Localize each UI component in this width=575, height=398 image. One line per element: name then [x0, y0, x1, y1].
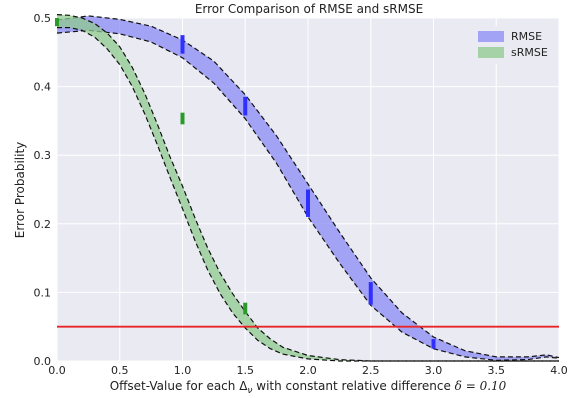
y-tick-label: 0.2 — [34, 218, 52, 231]
legend: RMSE sRMSE — [473, 26, 551, 64]
chart-title: Error Comparison of RMSE and sRMSE — [195, 2, 423, 16]
x-tick-label: 3.5 — [488, 364, 506, 377]
y-tick-label: 0.5 — [34, 12, 52, 25]
lower-bound-rmse — [56, 29, 560, 361]
x-axis-label-rest: with constant relative difference — [252, 379, 454, 393]
series-layer — [56, 14, 560, 362]
legend-label-rmse: RMSE — [511, 30, 542, 43]
x-axis-label-math: δ = 0.10 — [455, 379, 507, 393]
x-axis-label-main: Offset-Value for each Δ — [110, 379, 249, 393]
lower-bound-srmse — [57, 27, 559, 362]
y-axis-label: Error Probability — [13, 142, 27, 239]
x-tick-label: 0.5 — [111, 364, 129, 377]
markers-layer — [55, 18, 436, 349]
upper-bound-rmse — [56, 15, 560, 359]
y-tick-label: 0.4 — [34, 81, 52, 94]
x-tick-label: 3.0 — [425, 364, 443, 377]
legend-swatch-rmse — [478, 31, 504, 42]
legend-label-srmse: sRMSE — [511, 46, 548, 59]
y-tick-label: 0.1 — [34, 286, 52, 299]
legend-swatch-srmse — [478, 47, 504, 58]
x-tick-label: 1.0 — [174, 364, 192, 377]
x-axis-label-sub: ν — [247, 386, 252, 396]
x-tick-label: 1.5 — [237, 364, 255, 377]
x-tick-label: 4.0 — [550, 364, 568, 377]
x-tick-label: 2.5 — [362, 364, 380, 377]
y-axis-ticks: 0.0 0.1 0.2 0.3 0.4 0.5 — [34, 12, 52, 368]
y-tick-label: 0.0 — [34, 355, 52, 368]
upper-bound-srmse — [56, 14, 559, 362]
x-axis-ticks: 0.0 0.5 1.0 1.5 2.0 2.5 3.0 3.5 4.0 — [48, 364, 568, 377]
x-tick-label: 2.0 — [299, 364, 317, 377]
y-tick-label: 0.3 — [34, 149, 52, 162]
x-tick-label: 0.0 — [48, 364, 66, 377]
x-axis-label: Offset-Value for each Δν with constant r… — [110, 379, 507, 396]
band-rmse — [57, 15, 559, 361]
